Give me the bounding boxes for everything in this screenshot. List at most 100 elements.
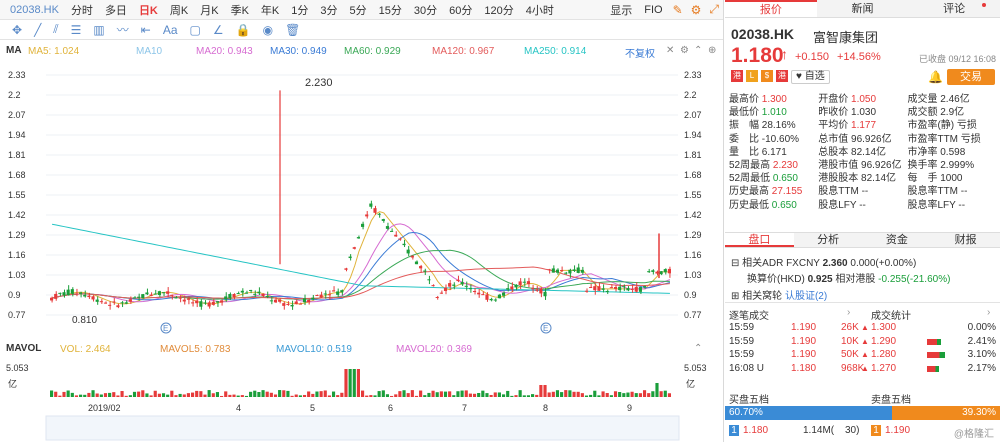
expand-icon[interactable]: ⊞ <box>731 291 740 302</box>
stats-more-icon[interactable]: › <box>987 307 991 318</box>
text-tool-icon[interactable]: Aa <box>162 22 178 37</box>
close-icon[interactable]: ✕ <box>666 45 675 56</box>
quote-key: 最高价 <box>729 94 759 105</box>
candle-body <box>319 294 323 298</box>
candle-body <box>613 287 618 289</box>
y-tick-label: 0.9 <box>8 290 21 300</box>
bar-tool-icon[interactable]: ▥ <box>93 22 105 37</box>
bell-icon[interactable]: 🔔 <box>928 70 943 84</box>
settings-icon[interactable]: ⚙ <box>690 2 702 17</box>
y-tick-label: 2.33 <box>8 70 26 80</box>
collapse-icon[interactable]: ⊟ <box>731 258 740 269</box>
candle-body <box>356 237 360 239</box>
watch-button[interactable]: ♥ 自选 <box>791 70 830 84</box>
sub-tab[interactable]: 财报 <box>954 234 977 246</box>
period-tab[interactable]: 120分 <box>484 4 514 17</box>
arrow-tool-icon[interactable]: ⇤ <box>140 22 151 37</box>
y-tick-label-right: 1.42 <box>684 210 702 220</box>
candle-body <box>394 234 398 237</box>
channel-tool-icon[interactable]: ⫽ <box>53 22 59 36</box>
right-tab[interactable]: 评论 <box>908 0 1000 17</box>
y-tick-label: 0.77 <box>8 310 26 320</box>
volume-bar <box>464 390 468 397</box>
deal-row: 15:59 1.190 26K ▲ 1.300 0.00% <box>725 321 1000 335</box>
candle-body <box>157 291 161 296</box>
right-tab[interactable]: 报价 <box>725 0 817 17</box>
volume-bar <box>439 391 443 397</box>
candlestick-chart[interactable]: 2.33 2.2 2.07 1.94 1.81 1.68 1.55 1.42 1.29 1.16 1… <box>0 58 724 340</box>
adjust-toggle[interactable]: 不复权 <box>625 49 655 60</box>
quote-value: 28.16% <box>761 120 796 132</box>
sub-tab[interactable]: 盘口 <box>725 233 794 247</box>
up-icon[interactable]: ⌃ <box>694 45 703 56</box>
sub-tab[interactable]: 资金 <box>885 234 908 246</box>
x-month-label: 8 <box>543 403 548 413</box>
magnet-icon[interactable]: ∠ <box>212 22 224 37</box>
period-tab[interactable]: 日K <box>138 4 158 17</box>
gear-icon[interactable]: ⚙ <box>680 45 689 56</box>
volume-bar <box>572 391 576 397</box>
deal-price: 1.180 <box>791 362 817 374</box>
wave-tool-icon[interactable]: 〰 <box>116 23 129 37</box>
quote-cell: 港股股本 82.14亿 <box>818 172 907 185</box>
volume-bar <box>74 395 79 397</box>
period-tab[interactable]: 周K <box>169 4 189 17</box>
period-tab[interactable]: 分时 <box>70 4 93 17</box>
volume-bar <box>410 390 414 397</box>
volume-bar <box>489 394 493 397</box>
add-icon[interactable]: ⊕ <box>708 45 717 56</box>
timeline-scrollbar[interactable] <box>45 415 680 441</box>
trade-button[interactable]: 交易 <box>947 69 995 85</box>
period-tab[interactable]: 多日 <box>104 4 127 17</box>
volume-bar <box>659 391 663 397</box>
volume-bar <box>336 395 340 397</box>
volume-bar <box>526 395 531 397</box>
period-tab[interactable]: 30分 <box>413 4 438 17</box>
volume-bar <box>103 393 108 397</box>
quote-key: 股息TTM <box>818 186 859 198</box>
warrant-link[interactable]: 认股证(2) <box>784 291 828 302</box>
period-tab[interactable]: 年K <box>260 4 280 17</box>
display-menu[interactable]: 显示 <box>610 4 633 17</box>
candle-body <box>294 301 298 305</box>
period-tab[interactable]: 1分 <box>291 4 309 17</box>
ma-legend-item: MA60: 0.929 <box>344 46 401 57</box>
crosshair-icon[interactable]: ✥ <box>12 22 23 37</box>
candle-body <box>232 294 236 297</box>
eye-icon[interactable]: ◉ <box>262 22 274 37</box>
candle-body <box>497 294 501 299</box>
sub-tab[interactable]: 分析 <box>817 234 840 246</box>
right-tab[interactable]: 新闻 <box>817 0 909 17</box>
quote-row: 52周最低 0.650 港股股本 82.14亿每 手 1000 <box>729 172 997 185</box>
rect-tool-icon[interactable]: ▢ <box>189 22 201 37</box>
volume-chart[interactable]: 5.053 亿 5.053 亿 <box>0 357 724 403</box>
right-tab-label: 报价 <box>759 4 782 16</box>
tick-up-icon: ▲ <box>861 336 869 346</box>
fib-tool-icon[interactable]: ☰ <box>70 22 82 37</box>
edit-icon[interactable]: ✎ <box>672 2 683 17</box>
candle-body <box>54 293 58 299</box>
lock-icon[interactable]: 🔒 <box>235 22 251 37</box>
fullscreen-icon[interactable]: ⤢ <box>709 2 719 16</box>
fx-value: 2.360 <box>822 258 848 269</box>
period-tab[interactable]: 季K <box>230 4 249 17</box>
candle-body <box>431 285 435 287</box>
period-tab[interactable]: 15分 <box>378 4 402 17</box>
fio-toggle[interactable]: FIO <box>644 3 663 16</box>
trash-icon[interactable]: 🗑 <box>285 22 301 37</box>
y-tick-label-right: 1.29 <box>684 230 702 240</box>
line-tool-icon[interactable]: ╱ <box>34 22 42 37</box>
deal-price: 1.190 <box>791 322 817 333</box>
vol-ytick-right: 5.053 <box>684 363 707 373</box>
period-tab[interactable]: 60分 <box>449 4 473 17</box>
up-icon[interactable]: ⌃ <box>694 343 703 354</box>
ma-legend-item: MA120: 0.967 <box>432 46 495 57</box>
period-tab[interactable]: 3分 <box>320 4 338 17</box>
book-ratio-bar: 60.70% 39.30% <box>725 406 1000 420</box>
deals-more-icon[interactable]: › <box>847 307 851 318</box>
period-tab[interactable]: 月K <box>200 4 219 17</box>
volume-bar <box>381 390 385 397</box>
volume-bar <box>195 390 199 397</box>
period-tab[interactable]: 5分 <box>349 4 367 17</box>
period-tab[interactable]: 4小时 <box>525 4 554 17</box>
